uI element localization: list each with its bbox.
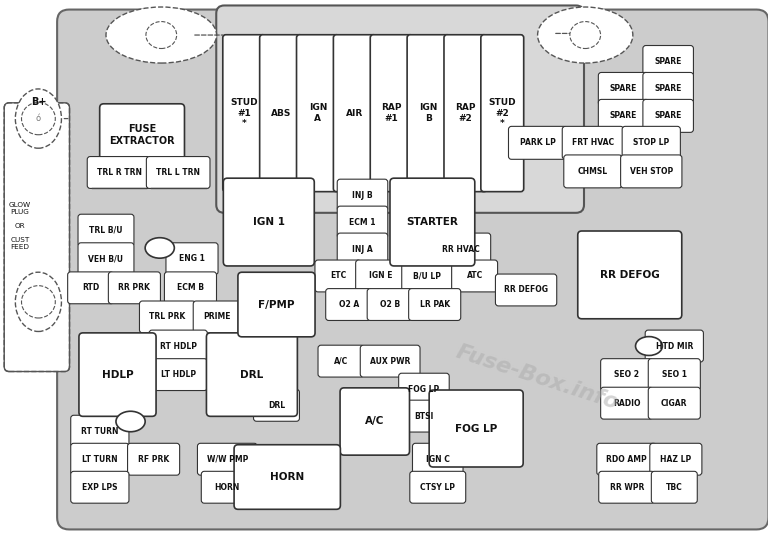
Text: A/C: A/C bbox=[334, 357, 348, 365]
FancyBboxPatch shape bbox=[601, 358, 653, 391]
FancyBboxPatch shape bbox=[197, 443, 257, 475]
FancyBboxPatch shape bbox=[495, 274, 557, 306]
FancyBboxPatch shape bbox=[399, 373, 449, 405]
FancyBboxPatch shape bbox=[643, 45, 694, 79]
Text: PRIME: PRIME bbox=[204, 313, 231, 321]
Text: VEH B/U: VEH B/U bbox=[88, 254, 124, 263]
FancyBboxPatch shape bbox=[88, 156, 151, 189]
Text: RR WPR: RR WPR bbox=[610, 483, 644, 492]
Ellipse shape bbox=[570, 22, 601, 49]
Text: LT HDLP: LT HDLP bbox=[161, 370, 196, 379]
FancyBboxPatch shape bbox=[340, 388, 409, 455]
Text: CHMSL: CHMSL bbox=[578, 167, 608, 176]
Text: F/PMP: F/PMP bbox=[258, 300, 295, 309]
Text: IGN 1: IGN 1 bbox=[253, 217, 285, 227]
FancyBboxPatch shape bbox=[599, 471, 654, 503]
Text: RAP
#1: RAP #1 bbox=[382, 103, 402, 123]
FancyBboxPatch shape bbox=[622, 126, 680, 160]
Text: STUD
#1
*: STUD #1 * bbox=[230, 98, 258, 128]
FancyBboxPatch shape bbox=[645, 330, 703, 362]
FancyBboxPatch shape bbox=[648, 387, 700, 419]
FancyBboxPatch shape bbox=[648, 358, 700, 391]
FancyBboxPatch shape bbox=[650, 443, 702, 475]
FancyBboxPatch shape bbox=[356, 260, 406, 292]
FancyBboxPatch shape bbox=[452, 260, 498, 292]
FancyBboxPatch shape bbox=[360, 345, 420, 377]
Text: IGN E: IGN E bbox=[369, 272, 392, 280]
FancyBboxPatch shape bbox=[108, 272, 161, 304]
Text: CIGAR: CIGAR bbox=[661, 399, 687, 407]
FancyBboxPatch shape bbox=[217, 5, 584, 213]
Text: HORN: HORN bbox=[270, 472, 304, 482]
Text: FUSE
EXTRACTOR: FUSE EXTRACTOR bbox=[109, 124, 175, 146]
Ellipse shape bbox=[15, 89, 61, 148]
Text: LR PAK: LR PAK bbox=[419, 300, 450, 309]
FancyBboxPatch shape bbox=[149, 330, 207, 362]
Text: DRL: DRL bbox=[240, 370, 263, 379]
Text: SPARE: SPARE bbox=[654, 85, 682, 93]
FancyBboxPatch shape bbox=[578, 231, 682, 319]
Text: STARTER: STARTER bbox=[406, 217, 458, 227]
FancyBboxPatch shape bbox=[164, 272, 217, 304]
Text: FOG LP: FOG LP bbox=[409, 385, 439, 393]
Text: RT TURN: RT TURN bbox=[81, 427, 118, 436]
Text: EXP LPS: EXP LPS bbox=[82, 483, 118, 492]
Ellipse shape bbox=[145, 238, 174, 258]
FancyBboxPatch shape bbox=[643, 99, 694, 133]
Text: RR DEFOG: RR DEFOG bbox=[600, 270, 660, 280]
Text: W/W PMP: W/W PMP bbox=[207, 455, 248, 464]
Text: STOP LP: STOP LP bbox=[633, 139, 670, 147]
FancyBboxPatch shape bbox=[429, 390, 523, 467]
FancyBboxPatch shape bbox=[337, 206, 388, 238]
FancyBboxPatch shape bbox=[598, 72, 649, 106]
Text: RAP
#2: RAP #2 bbox=[455, 103, 475, 123]
Ellipse shape bbox=[116, 411, 145, 432]
FancyBboxPatch shape bbox=[410, 471, 465, 503]
Text: CTSY LP: CTSY LP bbox=[420, 483, 455, 492]
FancyBboxPatch shape bbox=[194, 301, 241, 333]
Text: O2 A: O2 A bbox=[339, 300, 359, 309]
Text: AUX PWR: AUX PWR bbox=[370, 357, 410, 365]
Text: RADIO: RADIO bbox=[613, 399, 641, 407]
FancyBboxPatch shape bbox=[409, 288, 461, 321]
Text: HAZ LP: HAZ LP bbox=[660, 455, 691, 464]
Text: STUD
#2
*: STUD #2 * bbox=[488, 98, 516, 128]
FancyBboxPatch shape bbox=[597, 443, 657, 475]
Text: PARK LP: PARK LP bbox=[520, 139, 555, 147]
FancyBboxPatch shape bbox=[149, 358, 207, 391]
FancyBboxPatch shape bbox=[127, 443, 180, 475]
Text: AIR: AIR bbox=[346, 109, 363, 118]
FancyBboxPatch shape bbox=[78, 243, 134, 275]
FancyBboxPatch shape bbox=[643, 72, 694, 106]
FancyBboxPatch shape bbox=[57, 10, 768, 529]
Text: B+: B+ bbox=[31, 98, 46, 107]
FancyBboxPatch shape bbox=[71, 415, 129, 447]
Text: ENG 1: ENG 1 bbox=[179, 254, 205, 263]
Text: RT HDLP: RT HDLP bbox=[160, 342, 197, 350]
Text: IGN
B: IGN B bbox=[419, 103, 438, 123]
Text: LT TURN: LT TURN bbox=[82, 455, 118, 464]
Ellipse shape bbox=[146, 22, 177, 49]
Text: Fuse-Box.info: Fuse-Box.info bbox=[454, 342, 621, 413]
Text: IGN
A: IGN A bbox=[309, 103, 327, 123]
FancyBboxPatch shape bbox=[318, 345, 364, 377]
FancyBboxPatch shape bbox=[140, 301, 195, 333]
Text: ó: ó bbox=[36, 114, 41, 123]
Text: TRL R TRN: TRL R TRN bbox=[97, 168, 141, 177]
Text: INJ A: INJ A bbox=[352, 245, 373, 253]
Text: IGN C: IGN C bbox=[425, 455, 450, 464]
Text: BTSI: BTSI bbox=[414, 412, 434, 420]
Text: VEH STOP: VEH STOP bbox=[630, 167, 673, 176]
FancyBboxPatch shape bbox=[598, 99, 649, 133]
FancyBboxPatch shape bbox=[412, 443, 463, 475]
FancyBboxPatch shape bbox=[201, 471, 253, 503]
FancyBboxPatch shape bbox=[260, 34, 303, 192]
Text: RDO AMP: RDO AMP bbox=[606, 455, 647, 464]
FancyBboxPatch shape bbox=[370, 34, 413, 192]
FancyBboxPatch shape bbox=[234, 445, 340, 509]
FancyBboxPatch shape bbox=[367, 288, 413, 321]
Ellipse shape bbox=[22, 286, 55, 318]
Text: HTD MIR: HTD MIR bbox=[656, 342, 693, 350]
Text: INJ B: INJ B bbox=[353, 191, 372, 199]
